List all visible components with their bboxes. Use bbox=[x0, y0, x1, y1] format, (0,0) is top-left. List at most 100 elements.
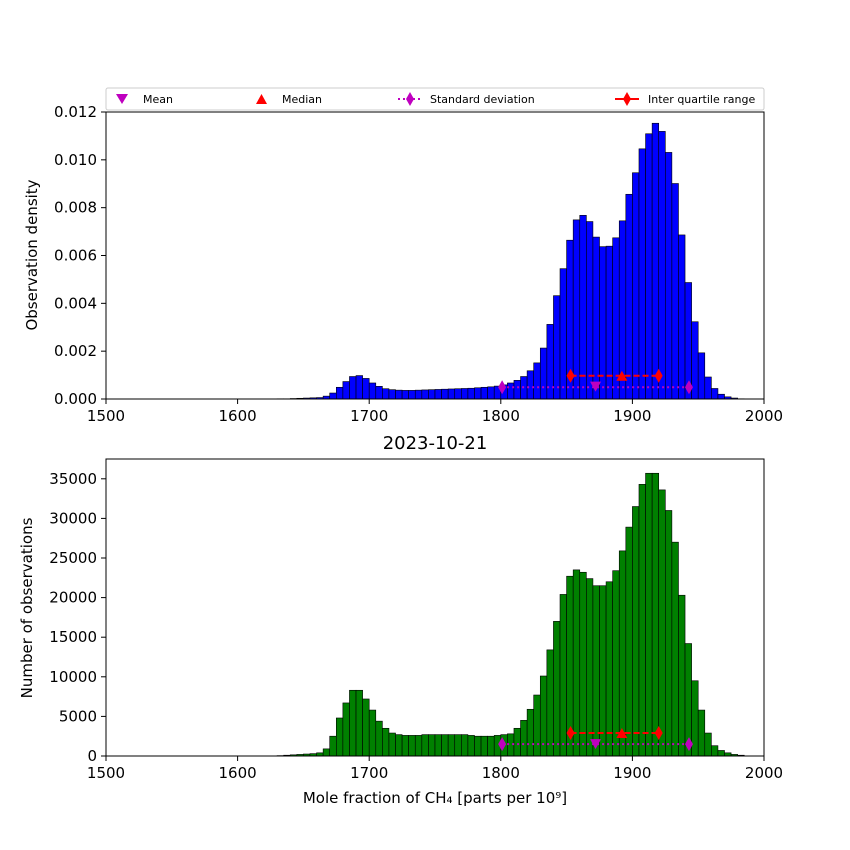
legend-frame bbox=[105, 87, 765, 111]
density-std-low-marker bbox=[498, 380, 507, 395]
density-bar bbox=[382, 388, 390, 400]
count-plot: 2023-10-21 1500 1600 1700 1800 1900 2000 0 500… bbox=[18, 433, 783, 807]
density-bar bbox=[335, 386, 344, 400]
count-bar bbox=[335, 717, 344, 757]
density-bar bbox=[428, 389, 436, 400]
count-y-tick-label: 20000 bbox=[49, 589, 97, 607]
density-bar bbox=[414, 389, 423, 400]
density-bar bbox=[329, 392, 337, 400]
density-y-tick-label: 0.008 bbox=[54, 199, 97, 217]
count-x-axis-label: Mole fraction of CH₄ [parts per 10⁹] bbox=[303, 789, 567, 807]
density-bar bbox=[711, 388, 719, 400]
density-bar bbox=[342, 381, 350, 400]
count-bar bbox=[388, 732, 396, 757]
legend-iqr-label: Inter quartile range bbox=[648, 93, 755, 106]
count-bar bbox=[533, 694, 541, 757]
count-bar bbox=[711, 745, 719, 757]
density-bar bbox=[421, 389, 429, 400]
density-bar bbox=[586, 221, 594, 400]
count-x-tick-label: 1600 bbox=[219, 764, 257, 782]
count-bar bbox=[395, 734, 403, 757]
count-bar bbox=[618, 550, 627, 757]
density-bar bbox=[349, 376, 357, 400]
density-std-high-marker bbox=[684, 380, 693, 395]
density-bar bbox=[375, 386, 383, 400]
count-bar bbox=[559, 594, 567, 757]
density-bar bbox=[658, 131, 666, 400]
count-bar bbox=[461, 734, 469, 757]
count-std-high-marker bbox=[684, 737, 693, 752]
density-bar bbox=[447, 388, 456, 400]
legend-mean-label: Mean bbox=[143, 93, 173, 106]
count-bar bbox=[408, 735, 416, 757]
density-bar bbox=[355, 375, 363, 400]
count-iqr-low-marker bbox=[566, 726, 575, 741]
count-bar bbox=[441, 734, 449, 757]
count-bar bbox=[349, 689, 357, 757]
count-bar bbox=[362, 698, 370, 757]
density-median-marker bbox=[616, 370, 628, 381]
density-x-tick-label: 1800 bbox=[482, 407, 520, 425]
count-x-tick-label: 1900 bbox=[613, 764, 651, 782]
count-bar bbox=[487, 735, 495, 757]
density-bar bbox=[539, 347, 548, 400]
count-bar bbox=[447, 734, 456, 757]
density-bar bbox=[651, 122, 660, 400]
count-x-tick-label: 1700 bbox=[350, 764, 388, 782]
count-bar bbox=[355, 689, 363, 757]
count-y-tick-label: 30000 bbox=[49, 509, 97, 527]
density-x-tick-label: 2000 bbox=[745, 407, 783, 425]
density-bar bbox=[632, 172, 640, 400]
density-bar bbox=[467, 387, 475, 400]
density-iqr-high-marker bbox=[654, 368, 663, 383]
density-bar bbox=[664, 152, 673, 400]
count-bar bbox=[368, 709, 377, 757]
density-bar bbox=[717, 393, 725, 400]
count-bar bbox=[553, 621, 561, 757]
count-bar bbox=[605, 581, 613, 757]
count-bar bbox=[645, 472, 653, 757]
density-bar bbox=[671, 183, 679, 400]
legend: Mean Median Standard deviation Inter qua… bbox=[105, 87, 765, 111]
count-plot-title: 2023-10-21 bbox=[383, 433, 488, 454]
count-bar bbox=[638, 484, 646, 757]
density-bar bbox=[507, 382, 515, 400]
density-x-tick-label: 1900 bbox=[613, 407, 651, 425]
density-bar bbox=[408, 390, 416, 400]
count-bar bbox=[480, 735, 488, 757]
count-x-ticks: 1500 1600 1700 1800 1900 2000 bbox=[87, 756, 783, 782]
count-bar bbox=[467, 735, 475, 757]
count-bar bbox=[546, 649, 554, 757]
density-bar bbox=[454, 388, 462, 400]
count-bar bbox=[474, 735, 482, 757]
density-bar bbox=[579, 215, 587, 400]
count-y-ticks: 0 5000 10000 15000 20000 25000 30000 35000 bbox=[49, 470, 106, 765]
count-y-axis-label: Number of observations bbox=[18, 517, 36, 698]
legend-std-marker bbox=[406, 92, 414, 106]
density-bar bbox=[592, 236, 600, 400]
density-bar bbox=[461, 388, 469, 400]
density-bar bbox=[526, 370, 534, 400]
density-plot: 1500 1600 1700 1800 1900 2000 0.000 0.002 0.004… bbox=[23, 103, 783, 425]
count-x-tick-label: 2000 bbox=[745, 764, 783, 782]
density-bars bbox=[276, 122, 745, 400]
density-bar bbox=[487, 386, 495, 400]
count-bar bbox=[401, 735, 409, 757]
density-y-tick-label: 0.010 bbox=[54, 151, 97, 169]
density-bar bbox=[513, 380, 521, 400]
count-bar bbox=[428, 734, 436, 757]
count-bar bbox=[382, 727, 390, 757]
density-x-tick-label: 1600 bbox=[219, 407, 257, 425]
count-bar bbox=[520, 720, 528, 757]
count-y-tick-label: 35000 bbox=[49, 470, 97, 488]
count-bar bbox=[658, 489, 666, 757]
count-bar bbox=[513, 727, 521, 757]
count-markers bbox=[498, 726, 693, 752]
density-markers bbox=[498, 368, 693, 395]
count-axes-frame bbox=[105, 458, 765, 757]
count-x-tick-label: 1500 bbox=[87, 764, 125, 782]
density-bar bbox=[362, 378, 370, 400]
legend-median-label: Median bbox=[282, 93, 322, 106]
count-bar bbox=[632, 506, 640, 757]
